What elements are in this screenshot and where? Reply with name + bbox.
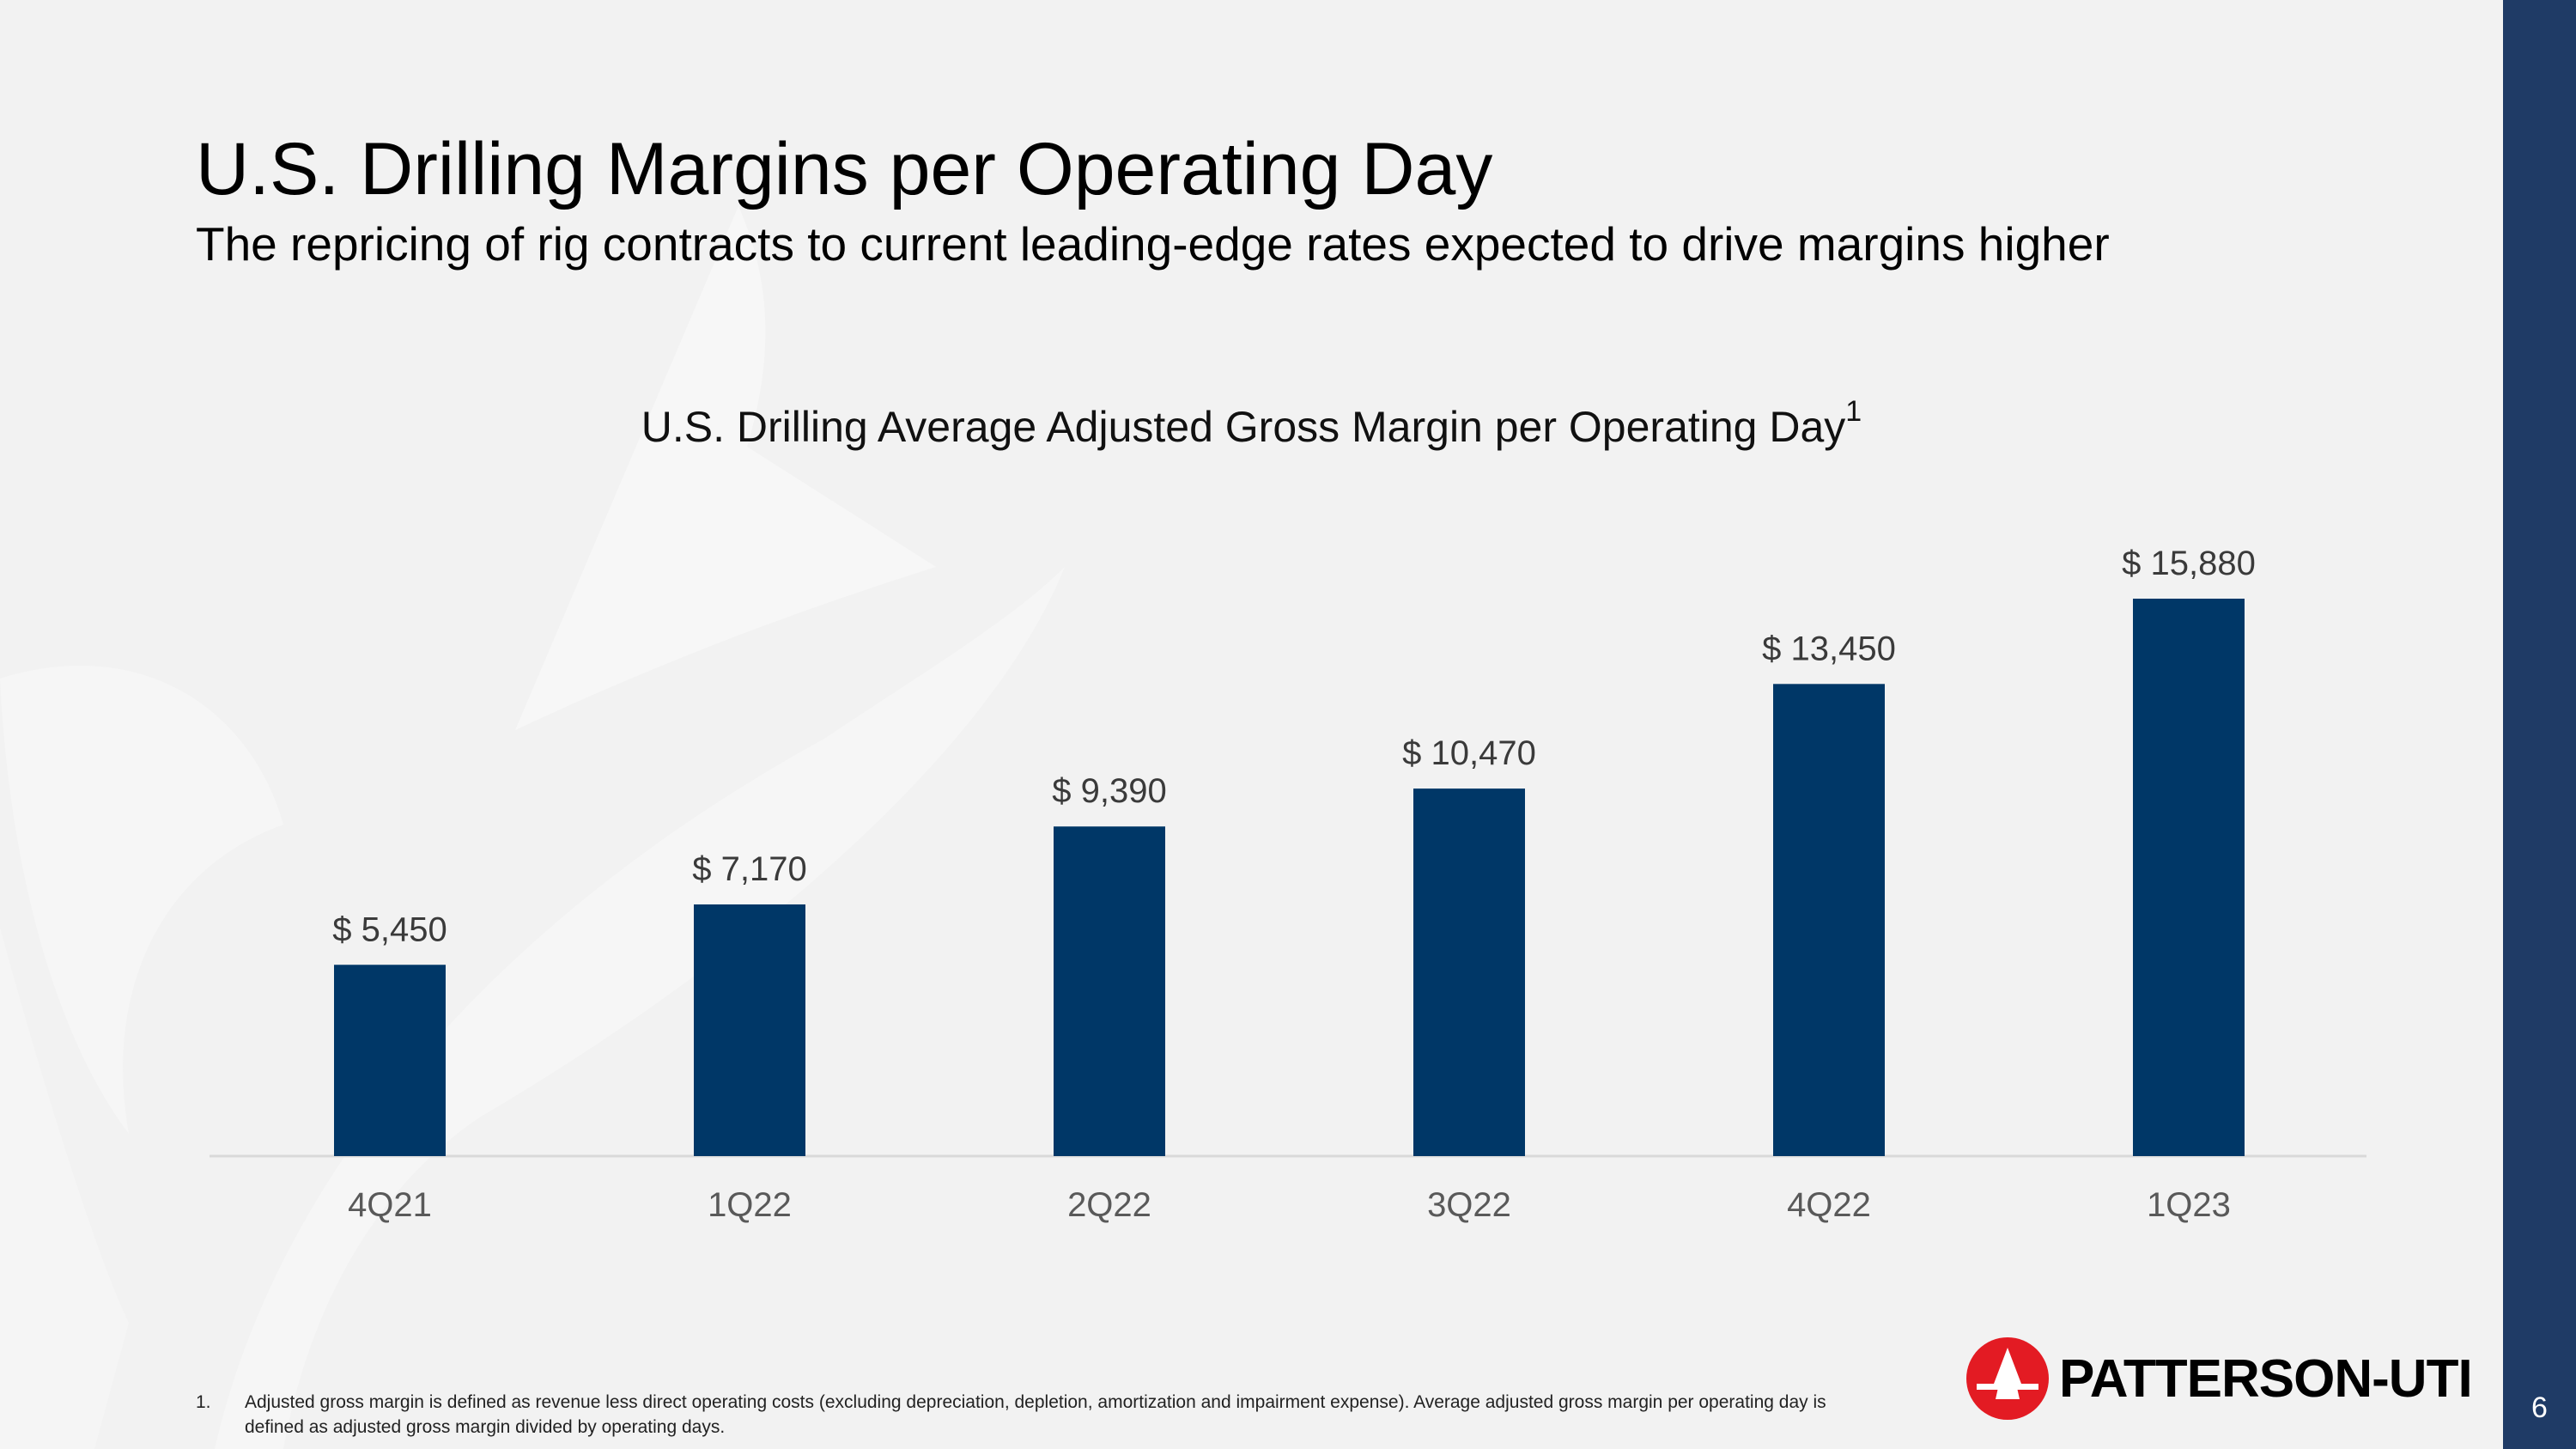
logo-mark-icon	[1966, 1337, 2049, 1420]
bar-chart: $ 5,450 4Q21 $ 7,170 1Q22 $ 9,390 2Q22 $ 10,47…	[210, 545, 2366, 1224]
x-tick-label-4Q22: 4Q22	[1787, 1186, 1871, 1224]
footnote: 1. Adjusted gross margin is defined as r…	[196, 1390, 1870, 1440]
data-label-2Q22: $ 9,390	[1052, 772, 1166, 810]
chart-title: U.S. Drilling Average Adjusted Gross Mar…	[0, 395, 2503, 452]
data-label-1Q23: $ 15,880	[2122, 545, 2256, 582]
bar-2Q22	[1054, 826, 1165, 1156]
bar-1Q23	[2133, 599, 2245, 1156]
bar-4Q21	[334, 965, 446, 1156]
footnote-number: 1.	[196, 1392, 211, 1412]
x-tick-label-1Q22: 1Q22	[708, 1186, 792, 1224]
bar-3Q22	[1413, 788, 1525, 1156]
right-accent-bar	[2503, 0, 2576, 1449]
x-tick-label-2Q22: 2Q22	[1067, 1186, 1151, 1224]
chart-title-text: U.S. Drilling Average Adjusted Gross Mar…	[641, 403, 1846, 451]
slide-subtitle: The repricing of rig contracts to curren…	[196, 217, 2110, 271]
data-label-4Q22: $ 13,450	[1762, 630, 1896, 667]
footnote-text: Adjusted gross margin is defined as reve…	[245, 1392, 1826, 1437]
page-number: 6	[2531, 1391, 2548, 1424]
x-tick-label-3Q22: 3Q22	[1427, 1186, 1511, 1224]
bar-1Q22	[694, 904, 805, 1156]
background-watermark	[0, 0, 2503, 1449]
data-label-4Q21: $ 5,450	[332, 910, 447, 948]
data-label-3Q22: $ 10,470	[1402, 734, 1536, 772]
slide-title: U.S. Drilling Margins per Operating Day	[196, 128, 1493, 210]
patterson-uti-logo: PATTERSON-UTI	[1965, 1336, 2473, 1422]
data-label-1Q22: $ 7,170	[692, 850, 806, 888]
bar-4Q22	[1773, 684, 1885, 1156]
chart-title-footnote-marker: 1	[1845, 395, 1862, 428]
x-tick-label-1Q23: 1Q23	[2147, 1186, 2231, 1224]
x-tick-label-4Q21: 4Q21	[348, 1186, 432, 1224]
logo-wordmark: PATTERSON-UTI	[2059, 1349, 2473, 1409]
